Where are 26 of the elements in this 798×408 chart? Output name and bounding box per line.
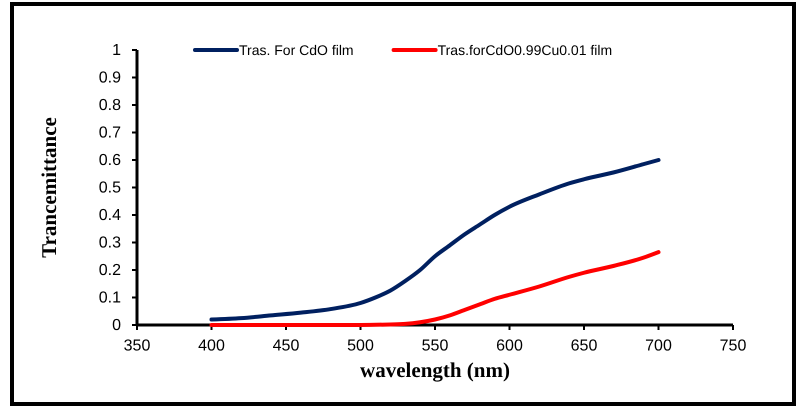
y-tick-label: 0.5 bbox=[98, 180, 122, 197]
legend-label: Tras.forCdO0.99Cu0.01 film bbox=[438, 42, 612, 58]
x-tick-label: 600 bbox=[496, 338, 523, 355]
y-tick-label: 0.8 bbox=[98, 97, 122, 114]
y-tick-label: 1 bbox=[112, 42, 122, 60]
x-tick-label: 450 bbox=[272, 338, 300, 355]
x-tick-label: 550 bbox=[422, 338, 448, 355]
y-tick-label: 0.2 bbox=[98, 262, 122, 280]
y-tick-label: 0 bbox=[112, 317, 122, 334]
y-tick-label: 0.4 bbox=[98, 207, 122, 224]
x-axis-title: wavelength (nm) bbox=[360, 358, 510, 382]
y-tick-label: 0.1 bbox=[98, 290, 122, 307]
y-tick-label: 0.6 bbox=[98, 152, 122, 170]
y-tick-label: 0.7 bbox=[98, 124, 122, 142]
x-tick-label: 500 bbox=[347, 338, 374, 355]
x-tick-label: 750 bbox=[720, 338, 746, 355]
x-tick-label: 350 bbox=[124, 338, 150, 355]
y-tick-label: 0.3 bbox=[98, 234, 122, 252]
y-axis-title: Trancemittance bbox=[37, 117, 61, 258]
legend-label: Tras. For CdO film bbox=[239, 42, 354, 58]
x-tick-label: 700 bbox=[645, 338, 672, 355]
y-tick-label: 0.9 bbox=[98, 70, 122, 87]
x-tick-label: 650 bbox=[570, 338, 598, 355]
line-series bbox=[210, 250, 660, 327]
line-series bbox=[210, 158, 660, 322]
x-tick-label: 400 bbox=[198, 338, 225, 355]
